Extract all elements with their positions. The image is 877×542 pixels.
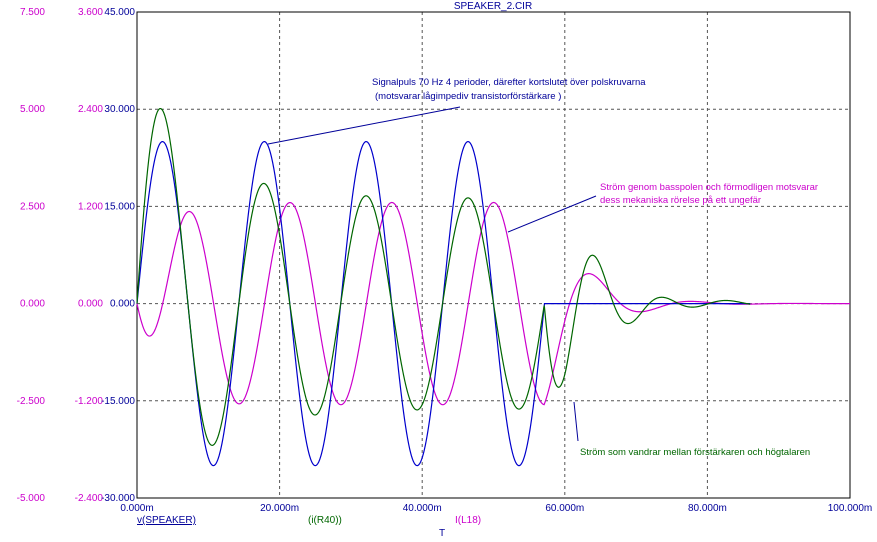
y-tick-label: 1.200 <box>78 201 103 212</box>
annotation-signal-line1: Signalpuls 70 Hz 4 perioder, därefter ko… <box>372 77 646 88</box>
x-tick-label: 0.000m <box>120 503 153 514</box>
axis-layer: 7.500 5.000 2.500 0.000 -2.500 -5.000 3.600 2.4… <box>17 7 873 514</box>
x-tick-label: 80.000m <box>688 503 727 514</box>
y-tick-label: 30.000 <box>104 104 135 115</box>
y-tick-label: -1.200 <box>75 396 104 407</box>
y-tick-label: 3.600 <box>78 7 103 18</box>
y-tick-label: 2.500 <box>20 201 45 212</box>
annotation-coil-line1: Ström genom basspolen och förmodligen mo… <box>600 182 818 193</box>
series-layer <box>136 107 850 467</box>
x-axis-label: T <box>439 528 445 539</box>
leader-line-signal <box>267 106 461 145</box>
y-tick-label: 45.000 <box>104 7 135 18</box>
plot-frame <box>136 11 851 499</box>
leader-line-current <box>573 401 579 442</box>
annotation-current: Ström som vandrar mellan förstärkaren oc… <box>580 447 810 458</box>
y-tick-label: 5.000 <box>20 104 45 115</box>
y-tick-label: 0.000 <box>78 299 103 310</box>
y-tick-label: 15.000 <box>104 201 135 212</box>
x-tick-label: 100.000m <box>828 503 872 514</box>
x-tick-label: 60.000m <box>545 503 584 514</box>
annotation-coil-line2: dess mekaniska rörelse på ett ungefär <box>600 195 761 206</box>
y-tick-label: -2.500 <box>17 396 46 407</box>
series-i-r40 <box>136 107 751 446</box>
x-tick-label: 20.000m <box>260 503 299 514</box>
legend-i-l18: I(L18) <box>455 515 481 526</box>
y-tick-label: 0.000 <box>110 299 135 310</box>
chart-title: SPEAKER_2.CIR <box>454 1 532 12</box>
y-tick-label: 2.400 <box>78 104 103 115</box>
annotation-signal-line2: (motsvarar lågimpediv transistorförstärk… <box>375 91 561 102</box>
legend-v-speaker: v(SPEAKER) <box>137 515 196 526</box>
y-tick-label: -30.000 <box>101 493 135 504</box>
y-tick-label: 0.000 <box>20 299 45 310</box>
legend-i-r40: (i(R40)) <box>308 515 342 526</box>
y-tick-label: -15.000 <box>101 396 135 407</box>
y-tick-label: 7.500 <box>20 7 45 18</box>
leader-line-coil <box>507 195 597 233</box>
x-tick-label: 40.000m <box>403 503 442 514</box>
y-tick-label: -5.000 <box>17 493 46 504</box>
y-tick-label: -2.400 <box>75 493 104 504</box>
